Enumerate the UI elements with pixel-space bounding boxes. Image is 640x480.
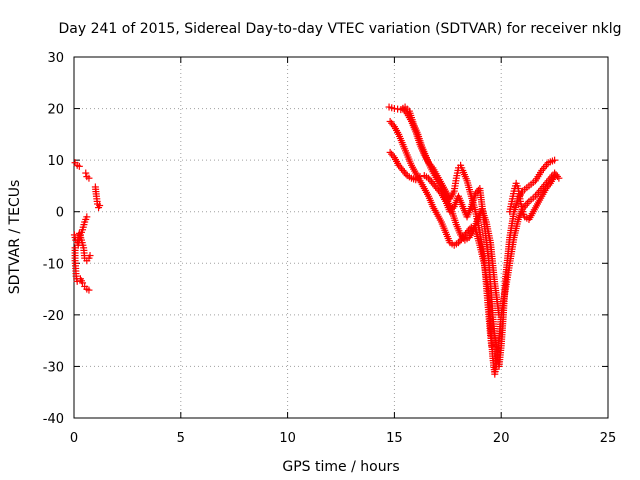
data-point-marker xyxy=(551,172,559,180)
y-tick-label: -20 xyxy=(43,309,64,324)
plot-area-border xyxy=(73,56,609,419)
x-axis-title: GPS time / hours xyxy=(282,459,399,475)
data-point-marker xyxy=(436,188,444,196)
data-point-marker xyxy=(85,174,93,182)
y-tick-label: 0 xyxy=(56,206,64,221)
x-tick-label: 0 xyxy=(70,431,78,446)
axis-ticks: 0 5 10 15 20 25 -40 -30 -20 -10 0 10 20 30 xyxy=(43,51,617,446)
data-point-marker xyxy=(488,342,496,350)
data-point-marker xyxy=(555,174,563,182)
y-tick-label: -40 xyxy=(43,412,64,427)
chart-title: Day 241 of 2015, Sidereal Day-to-day VTE… xyxy=(59,21,622,37)
data-point-marker xyxy=(416,173,424,181)
data-point-marker xyxy=(82,169,90,177)
data-markers xyxy=(70,103,563,378)
y-tick-label: 20 xyxy=(47,103,64,118)
data-point-marker xyxy=(389,152,397,160)
data-point-marker xyxy=(449,204,457,212)
data-point-marker xyxy=(389,121,397,129)
y-tick-label: -30 xyxy=(43,360,64,375)
data-point-marker xyxy=(96,202,104,210)
grid-lines xyxy=(74,57,608,418)
x-tick-label: 15 xyxy=(386,431,403,446)
data-point-marker xyxy=(545,181,553,189)
data-point-marker xyxy=(86,252,94,260)
y-tick-label: 10 xyxy=(47,154,64,169)
data-point-marker xyxy=(427,162,435,170)
y-tick-label: 30 xyxy=(47,51,64,66)
data-point-marker xyxy=(402,170,410,178)
data-point-marker xyxy=(79,279,87,287)
data-point-marker xyxy=(402,108,410,116)
x-tick-label: 25 xyxy=(600,431,617,446)
x-tick-label: 20 xyxy=(493,431,510,446)
data-point-marker xyxy=(551,156,559,164)
x-tick-label: 5 xyxy=(177,431,185,446)
y-tick-label: -10 xyxy=(43,257,64,272)
data-point-marker xyxy=(83,213,91,221)
x-tick-label: 10 xyxy=(279,431,296,446)
data-point-marker xyxy=(85,286,93,294)
y-axis-title: SDTVAR / TECUs xyxy=(7,180,23,295)
data-point-marker xyxy=(75,162,83,170)
